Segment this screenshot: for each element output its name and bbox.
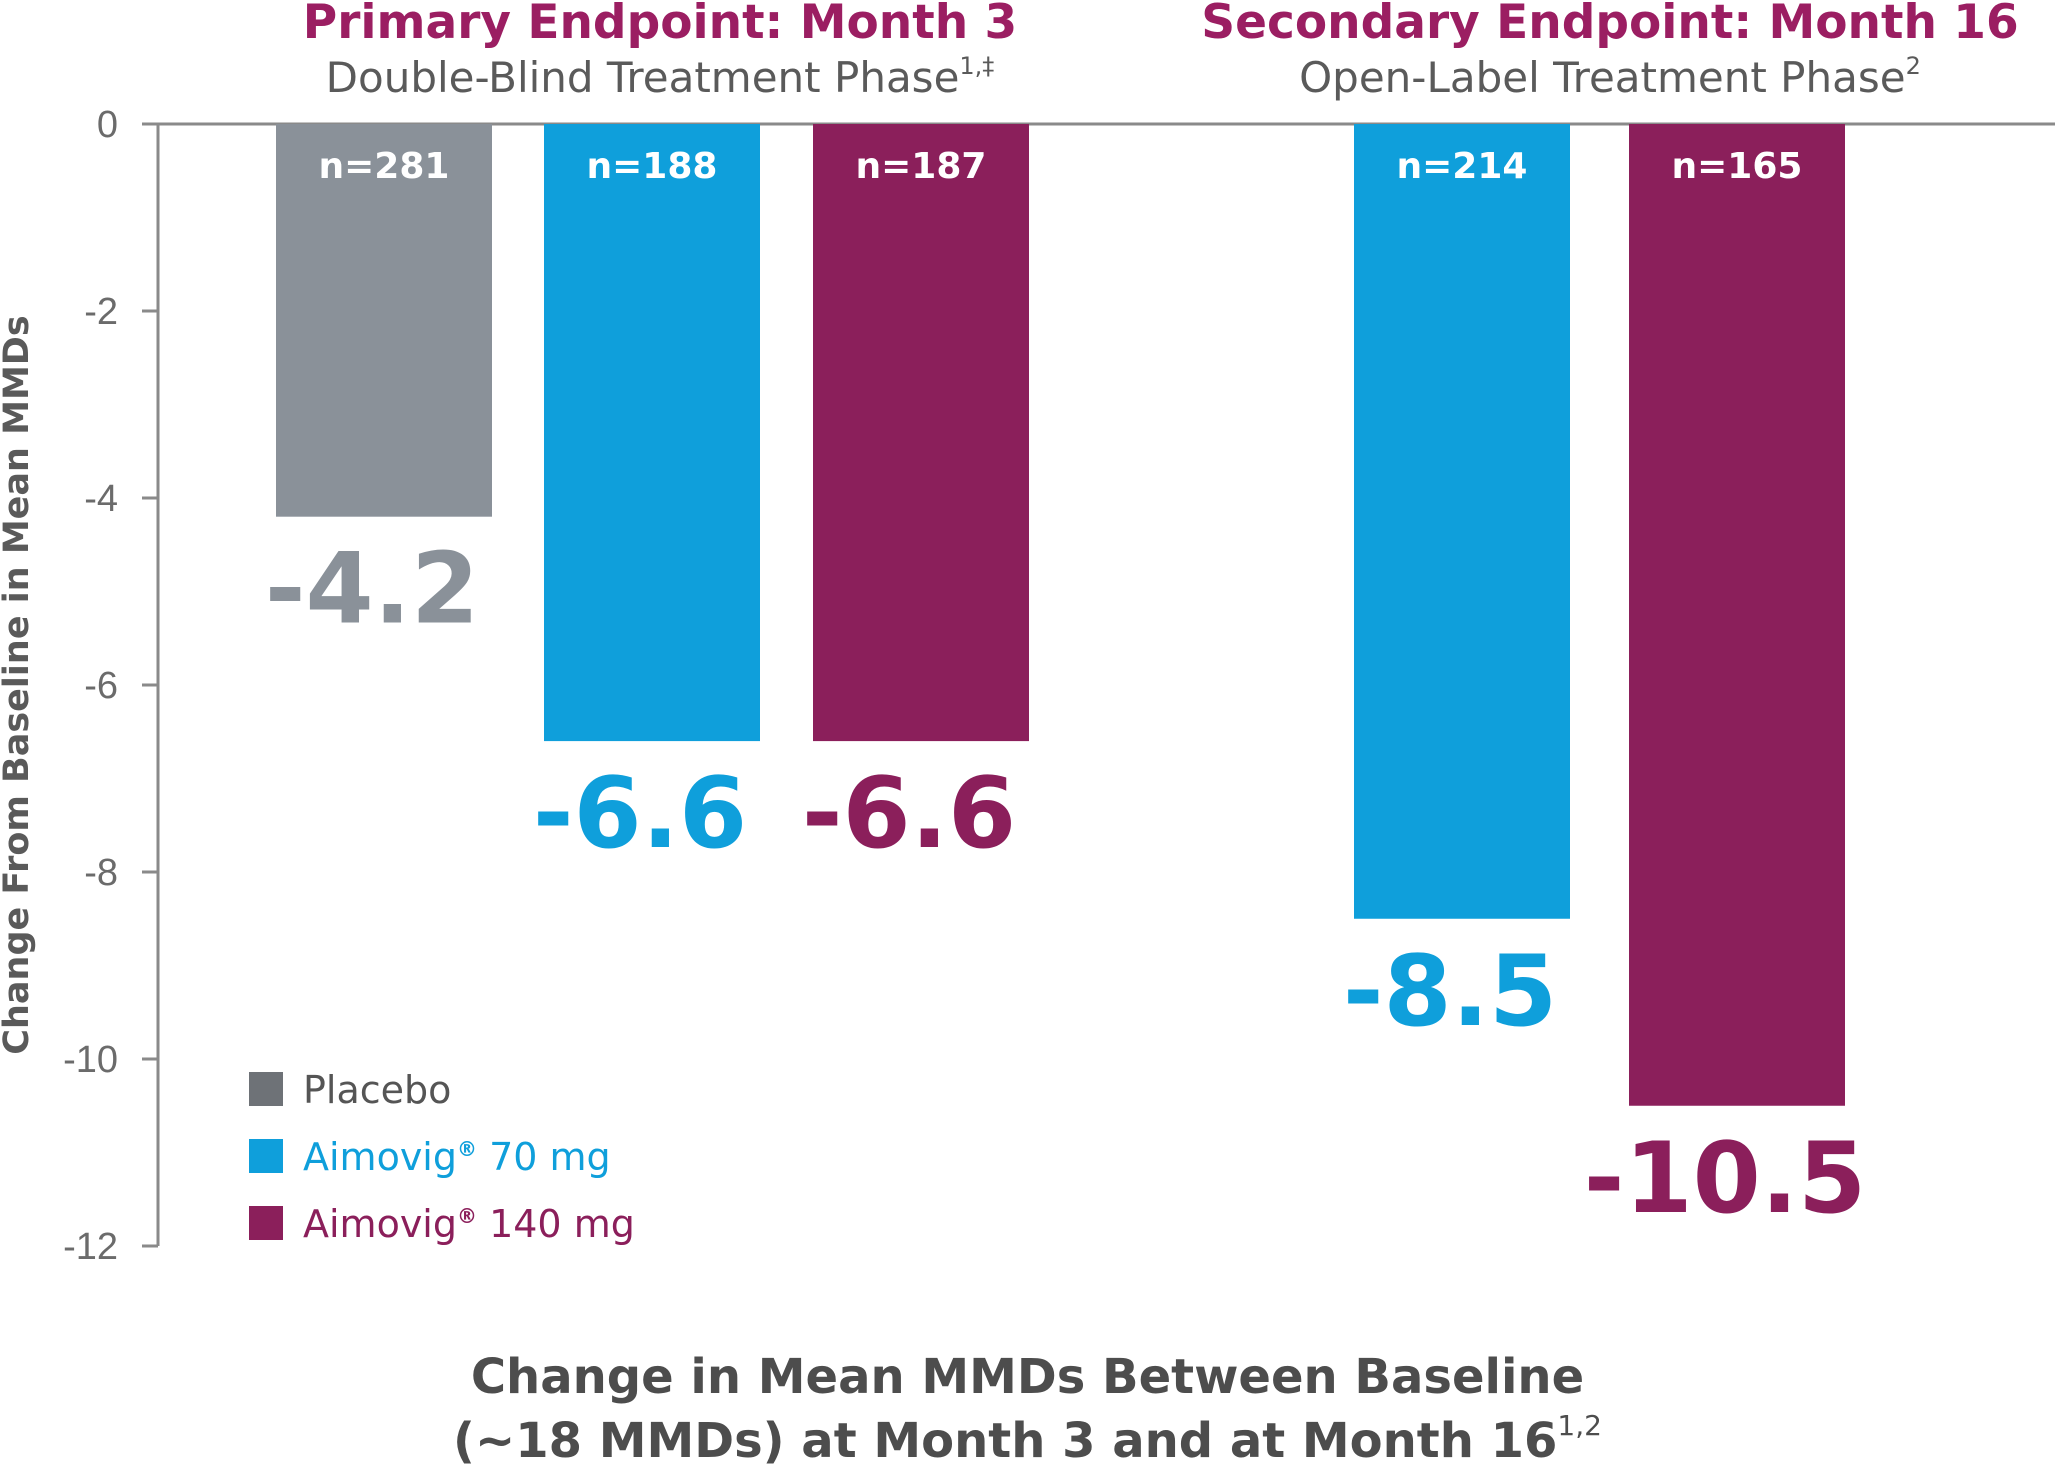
registered-mark: ® xyxy=(457,1204,477,1228)
registered-mark: ® xyxy=(457,1137,477,1161)
legend-label-dose: 70 mg xyxy=(477,1135,611,1179)
y-axis-label: Change From Baseline in Mean MMDs xyxy=(0,315,37,1054)
group-subtitle: Open-Label Treatment Phase2 xyxy=(1299,52,1921,102)
caption-footnote: 1,2 xyxy=(1557,1409,1602,1442)
group-subtitle-text: Double-Blind Treatment Phase xyxy=(326,53,960,102)
bar xyxy=(813,124,1029,742)
group-subtitle-text: Open-Label Treatment Phase xyxy=(1299,53,1905,102)
legend-label: Aimovig® 70 mg xyxy=(303,1135,611,1179)
legend-label-text: Aimovig xyxy=(303,1135,457,1179)
bar-value-label: -6.6 xyxy=(802,757,1016,871)
y-tick-label: -12 xyxy=(63,1226,118,1268)
y-tick-label: -8 xyxy=(84,852,118,894)
y-tick-label: -10 xyxy=(63,1039,118,1081)
bar-n-label: n=214 xyxy=(1397,146,1528,187)
caption-line-2: (~18 MMDs) at Month 3 and at Month 161,2 xyxy=(0,1409,2055,1473)
legend-swatch xyxy=(249,1139,283,1173)
bar-n-label: n=187 xyxy=(856,146,987,187)
caption-line-2-text: (~18 MMDs) at Month 3 and at Month 16 xyxy=(453,1413,1558,1469)
legend-swatch xyxy=(249,1206,283,1240)
y-tick-label: -4 xyxy=(84,478,118,520)
bar xyxy=(544,124,760,742)
y-tick-label: 0 xyxy=(97,104,118,146)
bar-value-label: -4.2 xyxy=(265,533,479,647)
group-subtitle-footnote: 1,‡ xyxy=(959,52,994,80)
chart-caption: Change in Mean MMDs Between Baseline (~1… xyxy=(0,1345,2055,1473)
legend-label-text: Aimovig xyxy=(303,1202,457,1246)
bar-n-label: n=165 xyxy=(1672,146,1803,187)
group-subtitle-footnote: 2 xyxy=(1906,52,1921,80)
bar-n-label: n=188 xyxy=(587,146,718,187)
group-subtitle: Double-Blind Treatment Phase1,‡ xyxy=(326,52,995,102)
bar xyxy=(276,124,492,517)
bar-value-label: -10.5 xyxy=(1584,1122,1866,1236)
y-tick-label: -2 xyxy=(84,291,118,333)
caption-line-1: Change in Mean MMDs Between Baseline xyxy=(470,1349,1585,1405)
bar-n-label: n=281 xyxy=(319,146,450,187)
legend-swatch xyxy=(249,1072,283,1106)
group-title: Secondary Endpoint: Month 16 xyxy=(1201,0,2018,50)
y-tick-label: -6 xyxy=(84,665,118,707)
legend-label: Placebo xyxy=(303,1068,451,1112)
bar-value-label: -8.5 xyxy=(1343,935,1557,1049)
legend-label: Aimovig® 140 mg xyxy=(303,1202,635,1246)
bar-value-label: -6.6 xyxy=(533,757,747,871)
bar xyxy=(1354,124,1570,919)
legend-label-text: Placebo xyxy=(303,1068,451,1112)
bar xyxy=(1629,124,1845,1106)
group-title: Primary Endpoint: Month 3 xyxy=(303,0,1017,50)
legend-label-dose: 140 mg xyxy=(477,1202,635,1246)
